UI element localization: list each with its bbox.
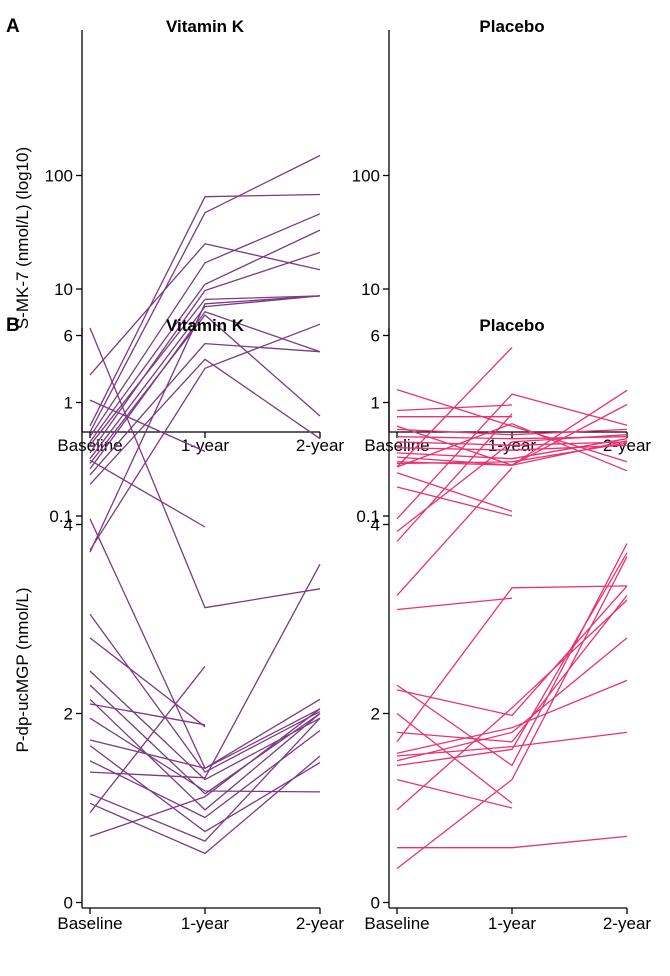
- x-tick-label: 2-year: [603, 914, 652, 933]
- panel-letter-a: A: [6, 16, 20, 37]
- series-line: [396, 444, 628, 451]
- panel-b-vitamin-k: Vitamin K 0 2 4 6 Baseline 1-year 2-year: [57, 316, 344, 933]
- series-line: [89, 314, 321, 464]
- series-line: [89, 717, 321, 793]
- series-line: [89, 665, 206, 814]
- series-line: [396, 347, 513, 468]
- series-line: [396, 778, 513, 809]
- y-axis-label-a: S-MK-7 (nmol/L) (log10): [13, 147, 32, 329]
- series-line: [397, 835, 628, 849]
- series-line: [396, 597, 513, 611]
- panel-letter-b: B: [6, 315, 20, 336]
- series-line: [396, 413, 513, 542]
- y-tick-label: 100: [352, 167, 380, 186]
- panel-a-vitamin-k: Vitamin K 0.1 1 10 100 Baseline 1-year 2-year: [45, 17, 345, 553]
- series-line: [89, 295, 321, 460]
- series-line: [89, 755, 321, 855]
- series-line: [89, 703, 206, 726]
- series-line: [396, 423, 628, 472]
- panel-title: Vitamin K: [166, 316, 245, 335]
- series-line: [89, 154, 321, 433]
- series-line: [89, 459, 206, 528]
- series-line: [396, 438, 628, 460]
- x-tick-label: Baseline: [57, 914, 122, 933]
- series-line: [396, 556, 628, 870]
- series-line: [89, 342, 321, 476]
- series-line: [396, 552, 628, 767]
- y-tick-label: 100: [45, 167, 73, 186]
- y-axis-label-b: P-dp-ucMGP (nmol/L): [13, 587, 32, 752]
- series-line: [89, 323, 321, 551]
- series-line: [396, 599, 628, 811]
- series-line: [89, 670, 321, 781]
- series-line: [89, 358, 321, 485]
- x-tick-label: Baseline: [57, 436, 122, 455]
- x-tick-label: 2-year: [296, 914, 345, 933]
- series-line: [396, 441, 628, 446]
- series-line: [89, 295, 321, 553]
- series-line: [89, 708, 321, 838]
- x-tick-label: 1-year: [181, 914, 230, 933]
- series-line: [89, 213, 321, 438]
- x-tick-label: Baseline: [364, 436, 429, 455]
- series-line: [89, 243, 321, 376]
- series-line: [89, 327, 321, 609]
- y-tick-label: 0.1: [49, 507, 73, 526]
- y-tick-label: 0: [371, 894, 380, 913]
- panel-title: Vitamin K: [166, 17, 245, 36]
- series-line: [89, 295, 321, 446]
- series-line: [89, 563, 321, 779]
- series-line: [89, 717, 321, 842]
- series-line: [89, 193, 321, 427]
- y-tick-label: 2: [64, 705, 73, 724]
- y-tick-label: 10: [54, 280, 73, 299]
- series-line: [396, 731, 628, 757]
- panel-title: Placebo: [479, 316, 544, 335]
- x-tick-label: 1-year: [181, 436, 230, 455]
- y-tick-label: 0.1: [356, 507, 380, 526]
- series-line: [89, 698, 321, 769]
- y-tick-label: 6: [371, 327, 380, 346]
- series-line: [89, 518, 321, 769]
- y-tick-label: 2: [371, 705, 380, 724]
- y-tick-label: 0: [64, 894, 73, 913]
- panel-title: Placebo: [479, 17, 544, 36]
- y-tick-label: 6: [64, 327, 73, 346]
- series-line: [396, 585, 628, 743]
- series-line: [396, 472, 513, 512]
- series-line: [396, 434, 628, 533]
- series-line: [396, 585, 628, 717]
- series-line: [89, 637, 206, 728]
- series-line: [396, 393, 628, 520]
- series-line: [396, 486, 513, 517]
- x-tick-label: 1-year: [488, 914, 537, 933]
- series-line: [89, 684, 321, 795]
- series-line: [396, 442, 628, 465]
- series-line: [89, 229, 321, 443]
- y-tick-label: 4: [371, 516, 380, 535]
- series-line: [396, 594, 628, 743]
- series-line: [396, 467, 513, 596]
- x-tick-label: 2-year: [296, 436, 345, 455]
- series-line: [396, 637, 628, 762]
- series-line: [396, 428, 628, 436]
- x-tick-label: Baseline: [364, 914, 429, 933]
- series-line: [89, 698, 321, 811]
- y-tick-label: 10: [361, 280, 380, 299]
- y-tick-label: 1: [64, 394, 73, 413]
- series-line: [89, 251, 321, 454]
- series-line: [396, 679, 628, 754]
- panel-b-placebo: Placebo 0 2 4 6 Baseline 1-year 2-year: [364, 316, 651, 933]
- y-tick-label: 4: [64, 516, 73, 535]
- y-tick-label: 1: [371, 394, 380, 413]
